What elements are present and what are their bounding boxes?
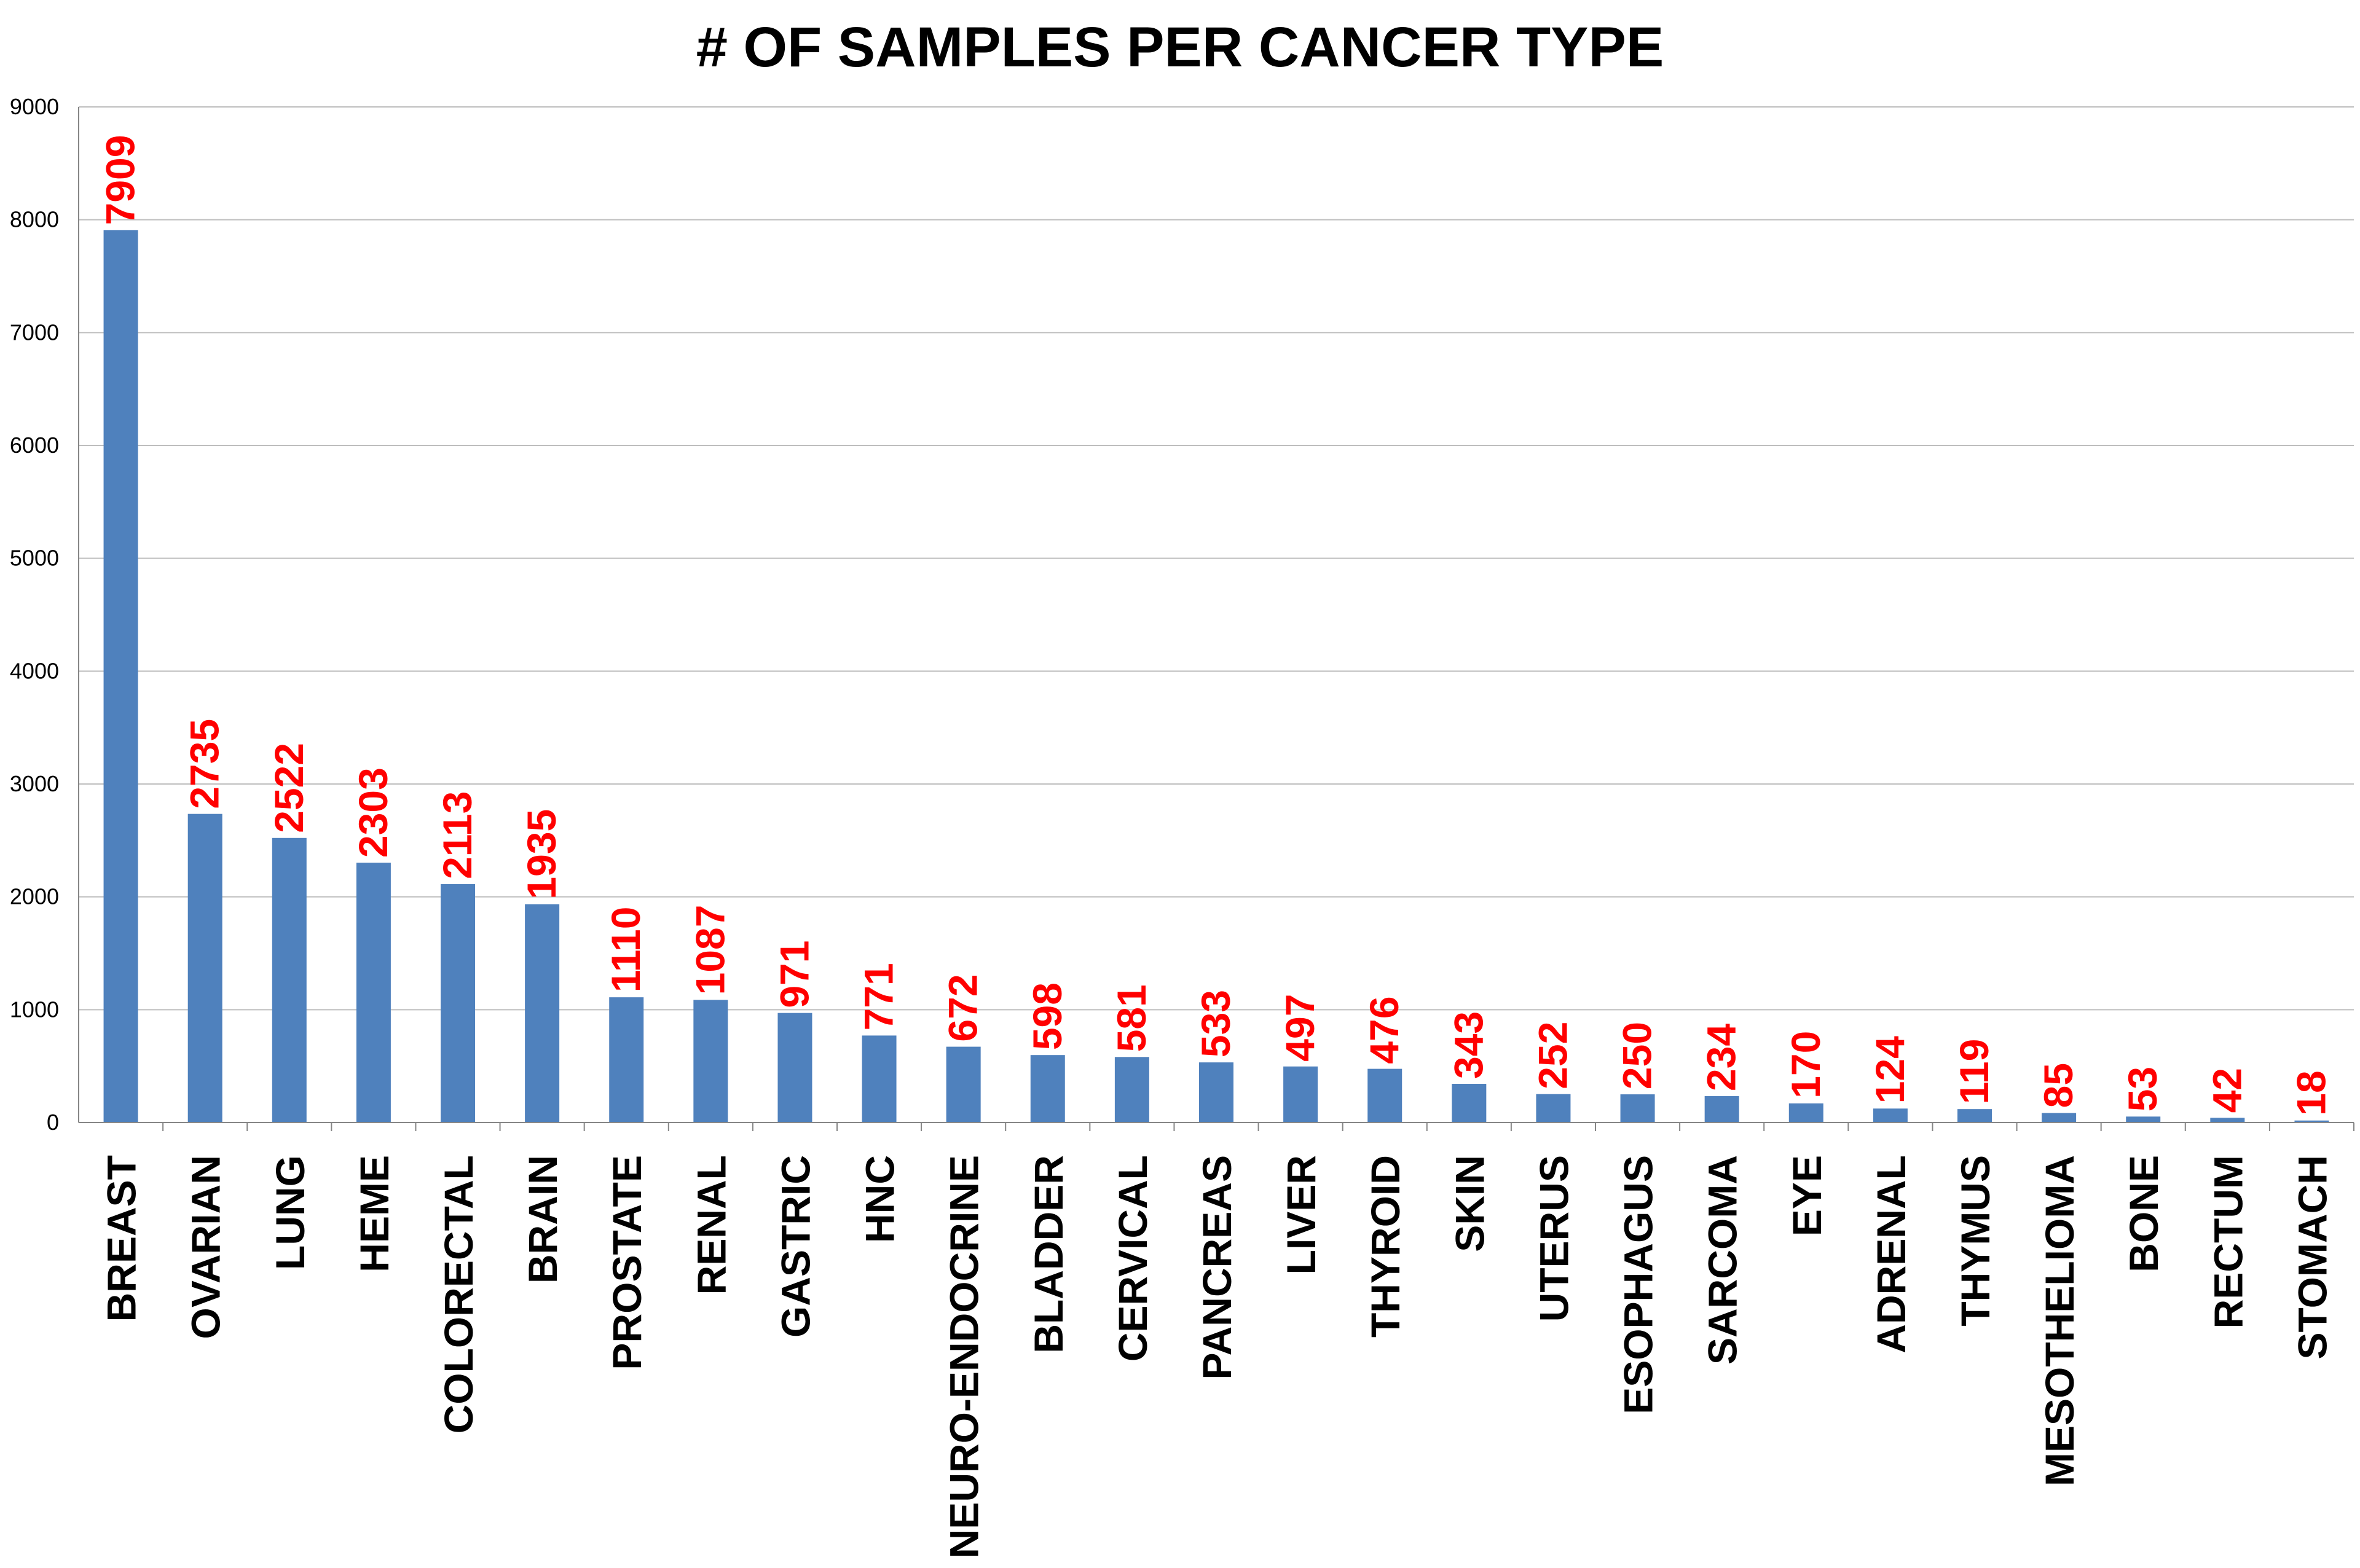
x-tick-label: PANCREAS [1194,1155,1240,1379]
bar [946,1046,981,1123]
data-labels: 7909 2735 2522 2303 2113 1935 1110 1087 971 771 67… [98,135,2334,1116]
x-tick-label: PROSTATE [604,1155,650,1370]
x-tick-label: HEME [352,1155,397,1272]
bar [777,1013,812,1123]
x-tick-label: BREAST [99,1155,144,1322]
x-tick-label: RENAL [688,1155,734,1295]
y-tick-label: 4000 [10,658,59,683]
y-tick-label: 7000 [10,319,59,345]
data-label: 1935 [519,809,564,900]
data-label: 234 [1699,1024,1744,1091]
bar [1452,1084,1487,1123]
bar [1704,1096,1739,1123]
bar [187,813,222,1123]
data-label: 2303 [350,767,396,858]
data-label: 124 [1867,1036,1913,1103]
x-tick-label: BONE [2121,1155,2166,1272]
x-axis: BREAST OVARIAN LUNG HEME COLORECTAL BRAIN PROS… [79,1122,2354,1558]
x-tick-label: CERVICAL [1110,1155,1155,1362]
bars [103,230,2329,1123]
data-label: 85 [2036,1063,2081,1108]
data-label: 53 [2120,1067,2165,1111]
x-tick-label: OVARIAN [183,1155,229,1339]
data-label: 1087 [687,905,733,995]
x-tick-label: LUNG [267,1155,313,1270]
data-label: 497 [1277,994,1323,1062]
bar [2210,1118,2245,1123]
x-tick-label: EYE [1784,1155,1830,1236]
x-tick-label: THYROID [1363,1155,1408,1338]
y-axis: 0 1000 2000 3000 4000 5000 6000 7000 8000 9000 [10,94,79,1135]
bar [1283,1066,1318,1123]
bar [1114,1057,1149,1123]
y-tick-label: 0 [47,1110,59,1135]
data-label: 1110 [603,907,648,993]
bar [1957,1109,1992,1123]
x-tick-label: SKIN [1447,1155,1492,1252]
bar [1873,1108,1908,1123]
x-tick-label: UTERUS [1531,1155,1576,1322]
y-tick-label: 1000 [10,997,59,1022]
data-label: 2522 [266,743,312,833]
bar [1367,1068,1402,1123]
bar [609,997,644,1123]
bar [525,904,560,1123]
data-label: 252 [1530,1022,1575,1089]
data-label: 672 [940,974,986,1041]
x-tick-label: ADRENAL [1868,1155,1914,1354]
bar [103,230,138,1123]
bar [862,1035,897,1123]
bar [441,884,475,1123]
y-tick-label: 9000 [10,94,59,119]
bar [1620,1094,1655,1123]
data-label: 598 [1025,982,1070,1050]
x-tick-label: SARCOMA [1700,1155,1745,1365]
data-label: 2735 [182,719,227,809]
x-tick-label: ESOPHAGUS [1616,1155,1661,1414]
x-tick-label: LIVER [1278,1155,1324,1274]
bar [1788,1103,1823,1123]
data-label: 2113 [435,791,480,879]
data-label: 119 [1951,1039,1997,1104]
data-label: 42 [2204,1068,2249,1113]
x-tick-label: MESOTHELIOMA [2037,1155,2082,1486]
bar [2042,1113,2077,1123]
gridlines [79,106,2354,1011]
data-label: 476 [1361,996,1407,1064]
data-label: 18 [2288,1070,2334,1115]
data-label: 971 [771,941,817,1008]
data-label: 250 [1615,1022,1660,1089]
bar [2294,1120,2329,1123]
y-tick-label: 8000 [10,207,59,232]
x-tick-label: HNC [857,1155,903,1243]
x-tick-label: NEURO-ENDOCRINE [942,1155,987,1558]
data-label: 581 [1109,984,1154,1052]
x-tick-label: BRAIN [520,1155,565,1284]
bar [1030,1055,1065,1123]
x-tick-label: RECTUM [2205,1155,2251,1328]
data-label: 7909 [98,135,143,225]
x-tick-label: THYMUS [1953,1155,1998,1327]
chart-title: # OF SAMPLES PER CANCER TYPE [696,16,1664,79]
data-label: 533 [1193,990,1238,1057]
y-tick-label: 2000 [10,884,59,909]
bar [356,863,391,1123]
bar [2126,1116,2161,1123]
bar [1536,1094,1571,1123]
x-tick-label: COLORECTAL [436,1155,481,1433]
y-tick-label: 6000 [10,433,59,458]
bar [1199,1062,1233,1123]
x-tick-label: BLADDER [1026,1155,1071,1354]
bar [693,1000,728,1123]
data-label: 170 [1783,1031,1828,1099]
y-tick-label: 5000 [10,546,59,571]
x-tick-label: STOMACH [2289,1155,2335,1359]
data-label: 343 [1446,1011,1491,1079]
bar [272,837,307,1123]
data-label: 771 [856,963,902,1030]
x-tick-label: GASTRIC [773,1155,818,1338]
y-tick-label: 3000 [10,771,59,796]
